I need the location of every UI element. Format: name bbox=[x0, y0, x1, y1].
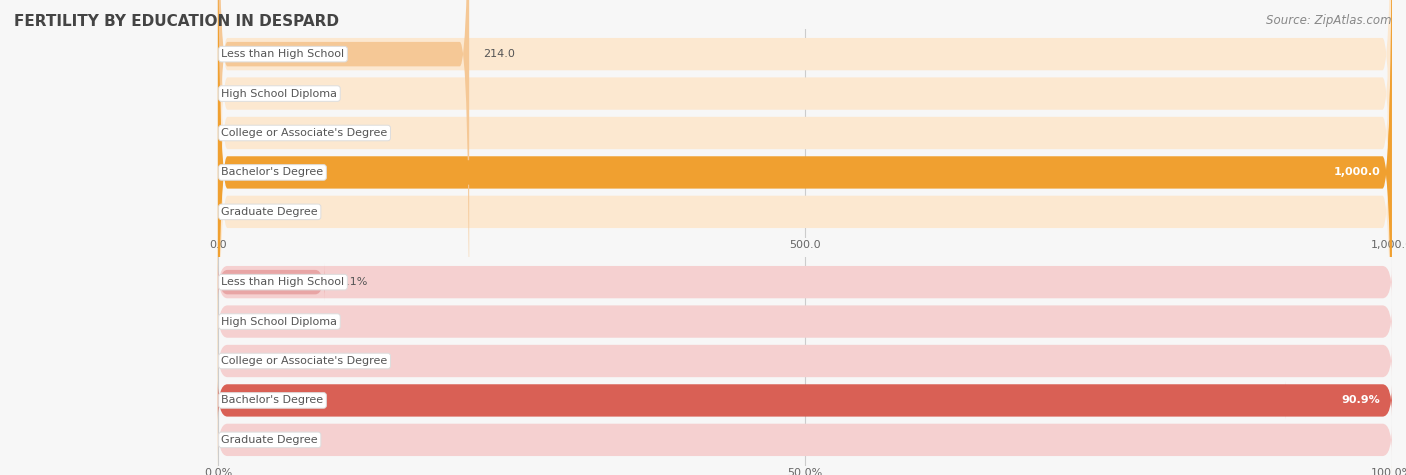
Text: Source: ZipAtlas.com: Source: ZipAtlas.com bbox=[1267, 14, 1392, 27]
FancyBboxPatch shape bbox=[218, 0, 1392, 472]
Text: 0.0%: 0.0% bbox=[232, 435, 260, 445]
FancyBboxPatch shape bbox=[218, 0, 1392, 432]
FancyBboxPatch shape bbox=[218, 0, 1392, 353]
Text: 214.0: 214.0 bbox=[484, 49, 515, 59]
Text: 0.0: 0.0 bbox=[232, 88, 250, 99]
FancyBboxPatch shape bbox=[218, 0, 1392, 393]
Text: 0.0: 0.0 bbox=[232, 207, 250, 217]
FancyBboxPatch shape bbox=[218, 263, 325, 302]
FancyBboxPatch shape bbox=[218, 0, 1392, 475]
Text: Graduate Degree: Graduate Degree bbox=[222, 207, 318, 217]
FancyBboxPatch shape bbox=[218, 424, 1392, 456]
Text: 0.0%: 0.0% bbox=[232, 316, 260, 327]
FancyBboxPatch shape bbox=[218, 266, 1392, 298]
FancyBboxPatch shape bbox=[218, 381, 1285, 420]
FancyBboxPatch shape bbox=[218, 345, 1392, 377]
FancyBboxPatch shape bbox=[218, 305, 1392, 338]
Text: College or Associate's Degree: College or Associate's Degree bbox=[222, 128, 388, 138]
Text: FERTILITY BY EDUCATION IN DESPARD: FERTILITY BY EDUCATION IN DESPARD bbox=[14, 14, 339, 29]
Text: Bachelor's Degree: Bachelor's Degree bbox=[222, 167, 323, 178]
Text: 1,000.0: 1,000.0 bbox=[1333, 167, 1381, 178]
FancyBboxPatch shape bbox=[218, 0, 470, 357]
FancyBboxPatch shape bbox=[218, 0, 1392, 475]
Text: 90.9%: 90.9% bbox=[1341, 395, 1381, 406]
Text: 0.0%: 0.0% bbox=[232, 356, 260, 366]
Text: High School Diploma: High School Diploma bbox=[222, 316, 337, 327]
Text: Bachelor's Degree: Bachelor's Degree bbox=[222, 395, 323, 406]
Text: Graduate Degree: Graduate Degree bbox=[222, 435, 318, 445]
Text: Less than High School: Less than High School bbox=[222, 277, 344, 287]
Text: 0.0: 0.0 bbox=[232, 128, 250, 138]
Text: High School Diploma: High School Diploma bbox=[222, 88, 337, 99]
Text: Less than High School: Less than High School bbox=[222, 49, 344, 59]
Text: College or Associate's Degree: College or Associate's Degree bbox=[222, 356, 388, 366]
FancyBboxPatch shape bbox=[218, 384, 1392, 417]
Text: 9.1%: 9.1% bbox=[339, 277, 367, 287]
